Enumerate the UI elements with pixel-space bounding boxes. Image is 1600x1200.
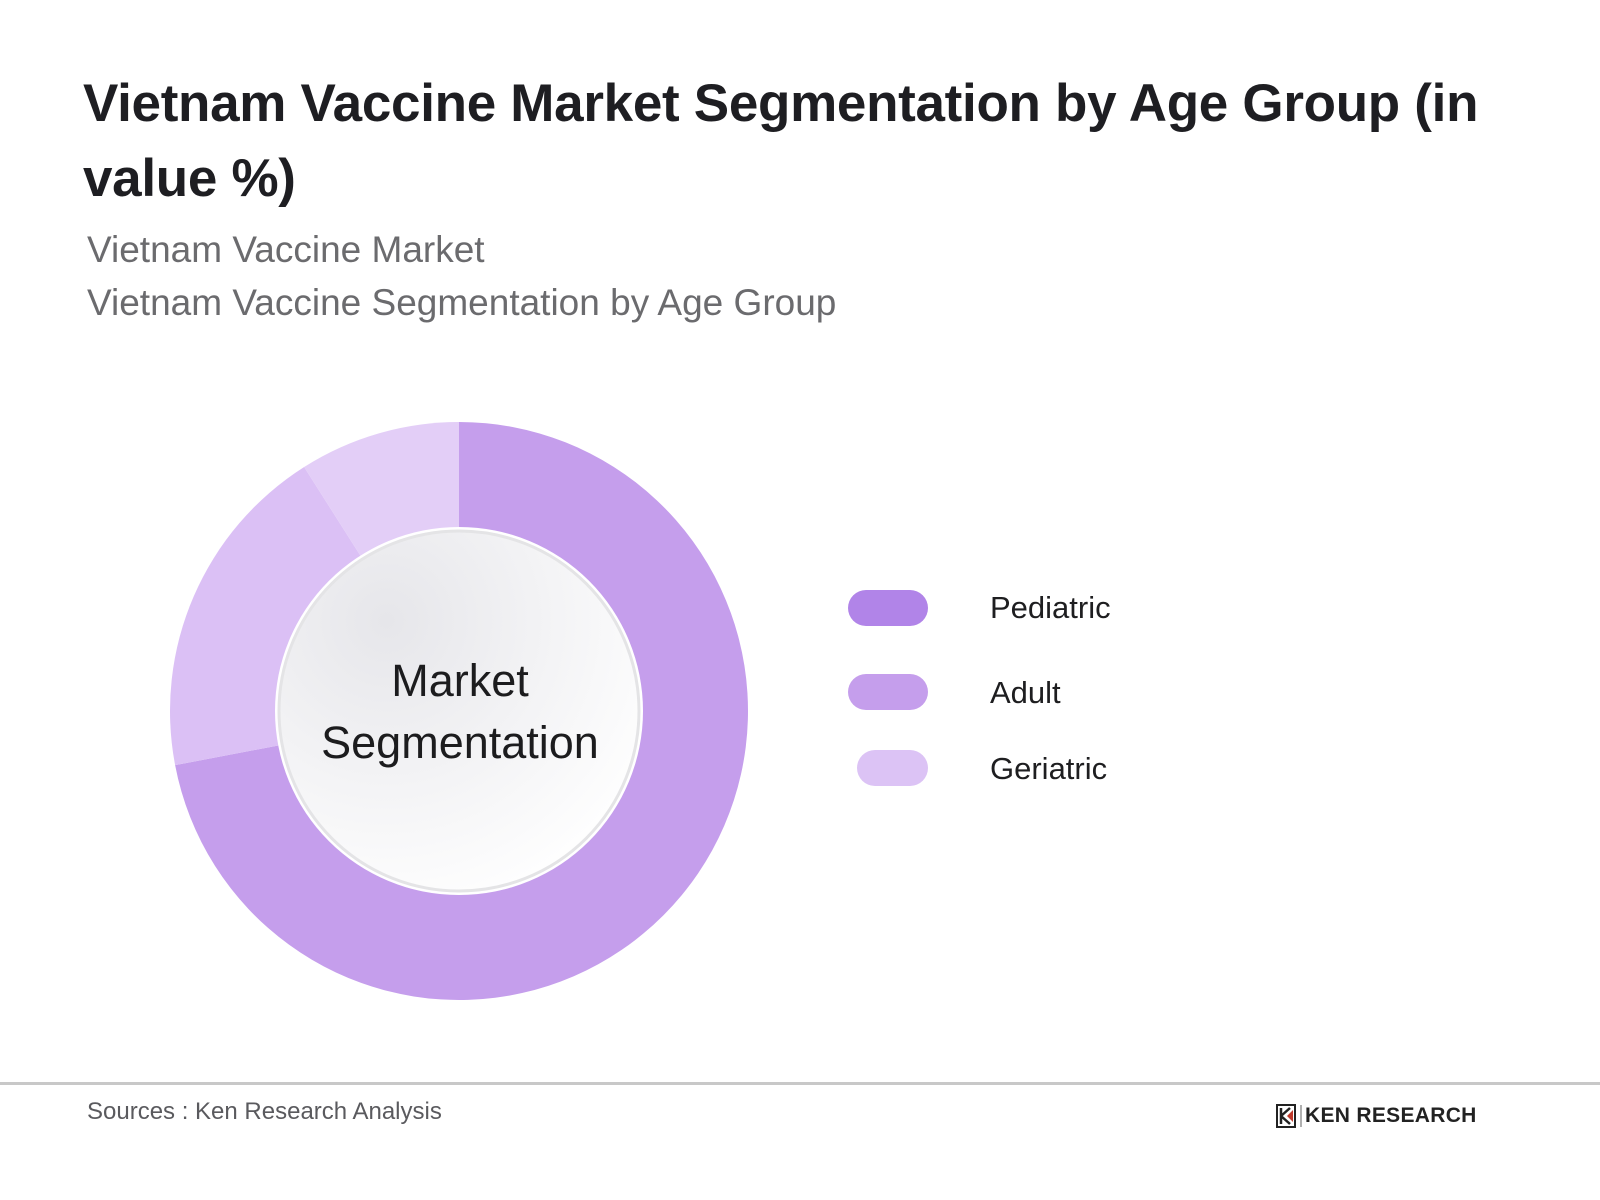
donut-chart-svg xyxy=(170,422,749,1000)
chart-title: Vietnam Vaccine Market Segmentation by A… xyxy=(83,74,1479,208)
center-label-line-2: Segmentation xyxy=(321,717,599,768)
ken-research-logo-text: KEN RESEARCH xyxy=(1305,1104,1477,1127)
legend-item-geriatric[interactable]: Geriatric xyxy=(848,749,1168,789)
logo-separator xyxy=(1300,1105,1302,1127)
chart-subtitle-market: Vietnam Vaccine Market xyxy=(87,229,485,270)
legend-label-pediatric: Pediatric xyxy=(990,590,1111,625)
legend-item-adult[interactable]: Adult xyxy=(848,673,1168,713)
center-label-line-1: Market xyxy=(391,655,529,706)
donut-center-label: Market Segmentation xyxy=(170,422,750,1002)
footer-divider xyxy=(0,1082,1600,1085)
legend-swatch-geriatric xyxy=(857,750,928,786)
legend-swatch-adult xyxy=(848,674,928,710)
ken-research-logo: KEN RESEARCH xyxy=(1276,1102,1477,1130)
legend-item-pediatric[interactable]: Pediatric xyxy=(848,588,1168,628)
chart-subtitle-segmentation: Vietnam Vaccine Segmentation by Age Grou… xyxy=(87,282,837,323)
legend-label-geriatric: Geriatric xyxy=(990,751,1108,786)
legend-label-adult: Adult xyxy=(990,675,1061,710)
ken-research-logo-icon xyxy=(1276,1104,1296,1128)
donut-chart: Market Segmentation xyxy=(170,422,750,1002)
legend-swatch-pediatric xyxy=(848,590,928,626)
donut-center-disc xyxy=(277,529,641,893)
source-note: Sources : Ken Research Analysis xyxy=(87,1098,442,1125)
